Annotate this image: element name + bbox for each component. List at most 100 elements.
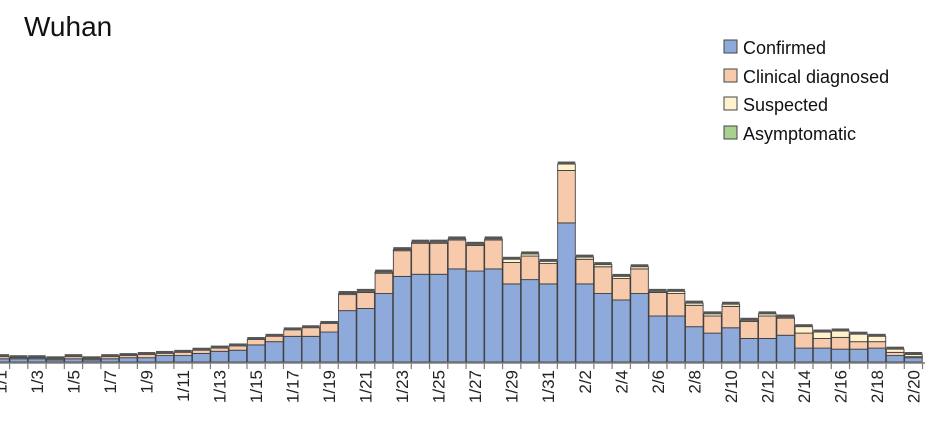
x-tick-label-2-14: 2/14 (795, 370, 814, 403)
bar-clinical-diagnosed-1-4 (45, 358, 65, 361)
bar-suspected-2-7 (666, 290, 686, 294)
bar-suspected-2-20 (904, 354, 923, 358)
bar-cap-1-15 (247, 337, 265, 340)
bar-clinical-diagnosed-1-31 (538, 263, 558, 285)
legend-label-asymptomatic: Asymptomatic (743, 124, 856, 144)
bar-clinical-diagnosed-1-14 (228, 345, 248, 351)
bar-confirmed-1-28 (484, 268, 503, 363)
bar-cap-1-25 (429, 239, 448, 243)
bar-suspected-2-19 (885, 348, 905, 353)
bar-confirmed-1-27 (465, 270, 485, 363)
x-tick-label-1-31: 1/31 (539, 370, 558, 403)
bar-cap-2-12 (758, 311, 777, 314)
bar-clinical-diagnosed-2-4 (612, 278, 631, 301)
bar-suspected-1-28 (484, 238, 503, 241)
bar-suspected-2-11 (739, 319, 759, 322)
bar-clinical-diagnosed-2-5 (630, 268, 649, 294)
bar-suspected-2-4 (612, 275, 631, 279)
bar-cap-1-24 (411, 239, 430, 243)
bar-suspected-1-25 (429, 241, 448, 244)
bar-suspected-2-9 (703, 313, 722, 317)
bar-confirmed-1-10 (155, 355, 175, 363)
bar-clinical-diagnosed-2-19 (885, 351, 905, 357)
bar-clinical-diagnosed-1-22 (374, 272, 394, 294)
bar-cap-1-11 (174, 349, 192, 353)
bar-suspected-2-3 (593, 264, 613, 268)
bar-cap-1-10 (155, 350, 174, 354)
bar-clinical-diagnosed-1-1 (0, 356, 10, 360)
bar-suspected-1-31 (538, 260, 558, 265)
bar-confirmed-1-20 (338, 310, 357, 363)
bar-cap-2-7 (667, 288, 685, 292)
chart-title: Wuhan (24, 11, 112, 42)
bar-confirmed-1-22 (374, 293, 394, 363)
bar-clinical-diagnosed-1-7 (100, 356, 120, 360)
bar-suspected-2-1 (557, 163, 576, 171)
bar-clinical-diagnosed-1-13 (210, 347, 229, 352)
bar-cap-1-22 (375, 269, 393, 273)
bar-confirmed-1-13 (210, 350, 229, 363)
bar-suspected-2-10 (721, 303, 741, 307)
bar-cap-1-23 (393, 247, 411, 250)
bar-cap-1-16 (265, 333, 284, 337)
bar-suspected-1-22 (374, 271, 394, 274)
bar-clinical-diagnosed-1-26 (447, 239, 467, 270)
x-tick-label-1-13: 1/13 (211, 370, 230, 403)
bar-confirmed-2-9 (703, 332, 722, 363)
bar-cap-2-15 (813, 329, 831, 333)
bar-clinical-diagnosed-2-11 (739, 320, 759, 339)
bar-cap-2-9 (703, 311, 722, 314)
bar-cap-1-17 (283, 327, 302, 330)
bar-clinical-diagnosed-1-24 (411, 242, 430, 275)
bar-cap-2-1 (557, 161, 576, 165)
x-axis-tick-labels: 1/1 1/3 1/5 1/7 1/9 1/11 1/13 1/15 1/17 1/19 1/21 1… (0, 370, 923, 403)
x-tick-label-1-27: 1/27 (466, 370, 485, 403)
bar-clinical-diagnosed-1-27 (465, 244, 485, 272)
bar-confirmed-1-29 (502, 283, 521, 363)
bar-clinical-diagnosed-1-11 (173, 351, 193, 357)
bar-cap-1-21 (356, 288, 375, 292)
bar-confirmed-2-1 (557, 222, 576, 363)
bar-clinical-diagnosed-2-1 (557, 170, 576, 224)
bar-clinical-diagnosed-2-17 (849, 341, 868, 350)
bar-clinical-diagnosed-1-30 (520, 255, 540, 281)
bar-cap-1-7 (101, 354, 119, 357)
bar-confirmed-2-5 (630, 293, 649, 363)
bar-confirmed-1-12 (192, 352, 211, 363)
bar-cap-1-2 (9, 355, 28, 358)
bar-suspected-1-29 (502, 258, 521, 263)
bar-cap-2-10 (722, 301, 740, 305)
bar-clinical-diagnosed-2-9 (703, 315, 722, 334)
bar-confirmed-1-15 (246, 344, 266, 363)
bar-confirmed-1-25 (429, 273, 448, 363)
bar-suspected-1-20 (338, 293, 357, 296)
bar-cap-1-12 (192, 347, 211, 351)
bar-cap-1-20 (338, 291, 357, 294)
bar-confirmed-2-8 (685, 326, 704, 363)
bar-clinical-diagnosed-2-10 (721, 305, 741, 329)
bar-suspected-2-18 (867, 335, 887, 343)
bar-confirmed-2-20 (904, 357, 923, 363)
bar-clinical-diagnosed-1-9 (137, 354, 156, 359)
bar-clinical-diagnosed-1-15 (246, 339, 266, 346)
x-tick-label-1-17: 1/17 (284, 370, 303, 403)
bar-cap-2-6 (648, 288, 667, 292)
bar-suspected-1-27 (465, 243, 485, 246)
x-tick-label-1-9: 1/9 (138, 370, 157, 394)
bar-confirmed-1-30 (520, 279, 540, 363)
bar-confirmed-2-18 (867, 347, 887, 363)
bar-confirmed-2-17 (849, 348, 868, 363)
bar-suspected-2-14 (794, 326, 814, 334)
legend-swatch-suspected (723, 96, 738, 111)
bar-cap-1-29 (502, 256, 521, 260)
bar-confirmed-2-16 (831, 348, 850, 363)
x-tick-label-2-2: 2/2 (576, 370, 595, 394)
bar-clinical-diagnosed-1-25 (429, 242, 448, 275)
bar-confirmed-2-7 (666, 315, 686, 363)
bar-confirmed-1-8 (118, 357, 138, 363)
bar-cap-1-19 (320, 320, 338, 324)
bar-cap-2-18 (868, 333, 886, 337)
bar-clinical-diagnosed-2-2 (575, 258, 595, 285)
bar-cap-2-5 (630, 264, 649, 267)
legend-label-confirmed: Confirmed (743, 38, 826, 58)
